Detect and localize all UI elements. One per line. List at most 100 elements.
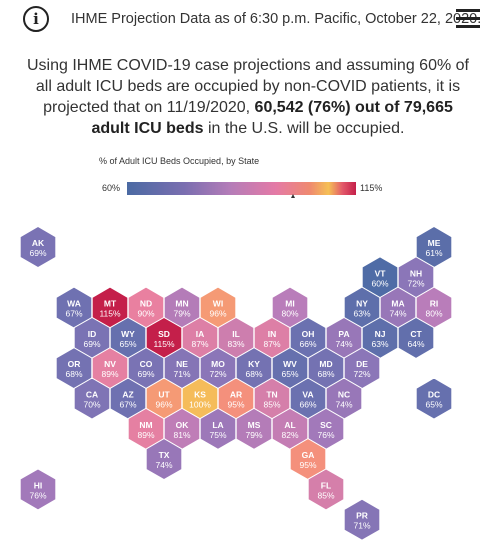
state-value: 70% <box>83 400 100 410</box>
state-abbr: ID <box>88 329 97 339</box>
state-value: 75% <box>209 430 226 440</box>
state-hex-shape <box>19 468 57 511</box>
state-value: 60% <box>371 278 388 288</box>
state-abbr: TN <box>266 390 277 400</box>
state-value: 66% <box>299 400 316 410</box>
state-hex-shape <box>397 316 435 359</box>
state-value: 80% <box>281 309 298 319</box>
state-abbr: VT <box>375 268 387 278</box>
state-abbr: DE <box>356 359 368 369</box>
state-abbr: DC <box>428 390 440 400</box>
state-value: 69% <box>137 369 154 379</box>
state-value: 63% <box>371 339 388 349</box>
state-abbr: MO <box>211 359 225 369</box>
legend-min-label: 60% <box>102 183 121 193</box>
state-value: 89% <box>101 369 118 379</box>
state-abbr: CA <box>86 390 98 400</box>
state-abbr: NC <box>338 390 350 400</box>
state-abbr: AZ <box>122 390 133 400</box>
state-abbr: RI <box>430 299 439 309</box>
state-abbr: NH <box>410 268 422 278</box>
state-abbr: OK <box>176 420 190 430</box>
summary-text: Using IHME COVID-19 case projections and… <box>24 55 472 139</box>
state-abbr: OH <box>302 329 315 339</box>
state-abbr: MS <box>248 420 261 430</box>
state-abbr: NM <box>139 420 152 430</box>
info-icon[interactable]: i <box>23 6 49 32</box>
state-value: 65% <box>281 369 298 379</box>
state-value: 85% <box>263 400 280 410</box>
state-value: 82% <box>281 430 298 440</box>
state-value: 95% <box>227 400 244 410</box>
summary-suffix: in the U.S. will be occupied. <box>203 120 405 137</box>
state-value: 72% <box>353 369 370 379</box>
state-value: 71% <box>353 521 370 531</box>
state-value: 89% <box>137 430 154 440</box>
state-value: 65% <box>425 400 442 410</box>
state-hex-shape <box>343 498 381 541</box>
legend-title: % of Adult ICU Beds Occupied, by State <box>99 156 260 166</box>
state-abbr: CO <box>140 359 153 369</box>
state-abbr: UT <box>158 390 170 400</box>
state-abbr: WY <box>121 329 135 339</box>
state-abbr: AL <box>284 420 295 430</box>
state-abbr: WV <box>283 359 297 369</box>
hamburger-menu-icon[interactable] <box>456 9 480 29</box>
state-value: 100% <box>189 400 211 410</box>
state-abbr: MA <box>391 299 404 309</box>
state-value: 81% <box>173 430 190 440</box>
state-value: 79% <box>173 309 190 319</box>
summary-highlight: 60,542 (76%) out of 79,665 adult ICU bed… <box>91 99 453 137</box>
state-abbr: AR <box>230 390 242 400</box>
state-abbr: IA <box>196 329 205 339</box>
state-abbr: MT <box>104 299 117 309</box>
legend-max-label: 115% <box>360 183 383 193</box>
state-value: 76% <box>29 490 46 500</box>
state-abbr: IL <box>232 329 240 339</box>
state-value: 68% <box>245 369 262 379</box>
state-value: 74% <box>155 460 172 470</box>
state-abbr: MD <box>319 359 332 369</box>
state-hex-shape <box>19 225 57 269</box>
state-value: 80% <box>425 309 442 319</box>
state-abbr: ND <box>140 299 152 309</box>
state-value: 96% <box>209 309 226 319</box>
state-value: 90% <box>137 309 154 319</box>
state-value: 76% <box>317 430 334 440</box>
state-abbr: NE <box>176 359 188 369</box>
state-abbr: TX <box>159 450 170 460</box>
state-value: 69% <box>83 339 100 349</box>
state-abbr: PR <box>356 511 368 521</box>
state-hex-shape <box>307 468 345 511</box>
state-abbr: NY <box>356 299 368 309</box>
state-value: 95% <box>299 460 316 470</box>
state-abbr: SC <box>320 420 332 430</box>
state-value: 67% <box>65 309 82 319</box>
state-abbr: MI <box>285 299 294 309</box>
state-value: 67% <box>119 400 136 410</box>
state-value: 68% <box>65 369 82 379</box>
state-abbr: KS <box>194 390 206 400</box>
state-abbr: IN <box>268 329 277 339</box>
state-value: 65% <box>119 339 136 349</box>
state-value: 66% <box>299 339 316 349</box>
state-abbr: FL <box>321 480 331 490</box>
state-abbr: LA <box>212 420 223 430</box>
state-abbr: SD <box>158 329 170 339</box>
state-abbr: HI <box>34 480 43 490</box>
state-value: 87% <box>191 339 208 349</box>
